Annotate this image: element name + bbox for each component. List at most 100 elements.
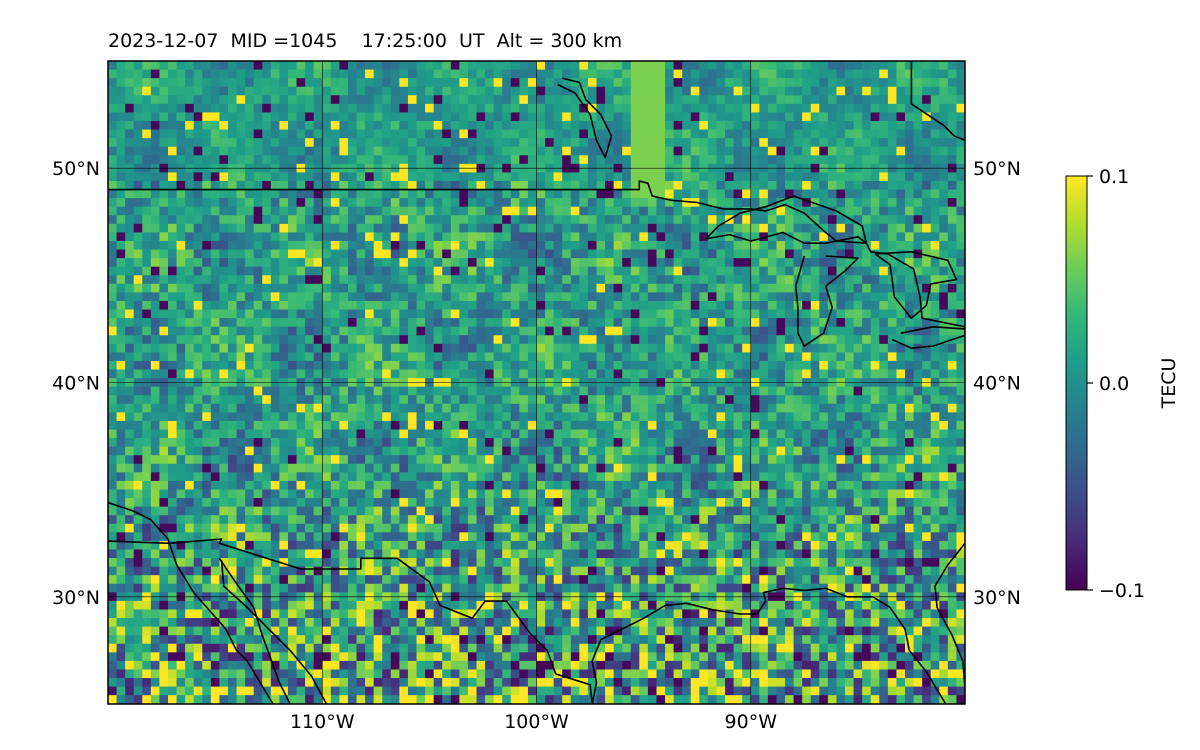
tec-cell xyxy=(519,369,529,379)
tec-cell xyxy=(630,429,640,439)
tec-cell xyxy=(450,198,460,208)
tec-cell xyxy=(716,318,726,328)
tec-cell xyxy=(227,309,238,319)
tec-cell xyxy=(416,266,426,276)
tec-cell xyxy=(322,352,332,362)
tec-cell xyxy=(519,95,529,105)
tec-cell xyxy=(493,420,503,431)
tec-cell xyxy=(125,360,135,371)
tec-cell xyxy=(202,258,212,268)
tec-cell xyxy=(647,223,658,233)
tec-cell xyxy=(922,232,932,242)
tec-cell xyxy=(845,198,855,208)
tec-cell xyxy=(322,472,332,482)
tec-cell xyxy=(545,352,555,362)
tec-cell xyxy=(202,343,212,353)
tec-cell xyxy=(399,240,409,251)
tec-cell xyxy=(545,429,555,439)
tec-cell xyxy=(673,472,683,482)
tec-cell xyxy=(433,326,443,336)
tec-cell xyxy=(493,146,503,156)
tec-cell xyxy=(425,369,435,379)
tec-cell xyxy=(296,198,306,208)
tec-cell xyxy=(956,420,965,431)
tec-cell xyxy=(570,275,580,285)
tec-cell xyxy=(116,172,126,182)
tec-cell xyxy=(896,352,906,362)
tec-cell xyxy=(356,266,366,276)
tec-cell xyxy=(819,403,829,413)
tec-cell xyxy=(673,412,683,422)
tec-cell xyxy=(587,403,598,413)
tec-cell xyxy=(287,455,298,465)
tec-cell xyxy=(270,403,280,413)
tec-cell xyxy=(159,309,169,319)
tec-cell xyxy=(467,446,478,456)
tec-cell xyxy=(373,155,383,165)
tec-cell xyxy=(407,138,418,148)
tec-cell xyxy=(167,283,178,293)
tec-cell xyxy=(390,120,400,131)
tec-cell xyxy=(502,335,512,345)
tec-cell xyxy=(913,429,923,439)
tec-cell xyxy=(579,95,589,105)
tec-cell xyxy=(647,446,658,456)
tec-cell xyxy=(862,420,872,431)
tec-cell xyxy=(947,309,958,319)
tec-cell xyxy=(905,300,915,311)
tec-cell xyxy=(579,292,589,302)
tec-cell xyxy=(116,215,126,225)
tec-cell xyxy=(416,61,426,71)
tec-cell xyxy=(785,420,795,431)
tec-cell xyxy=(373,429,383,439)
tec-cell xyxy=(905,352,915,362)
tec-cell xyxy=(682,258,692,268)
tec-cell xyxy=(862,292,872,302)
tec-cell xyxy=(382,249,392,259)
tec-cell xyxy=(819,240,829,251)
tec-cell xyxy=(785,172,795,182)
tec-cell xyxy=(150,386,161,396)
tec-cell xyxy=(296,455,306,465)
tec-cell xyxy=(296,472,306,482)
tec-cell xyxy=(742,438,752,448)
tec-cell xyxy=(725,69,735,79)
tec-cell xyxy=(202,86,212,96)
tec-cell xyxy=(287,472,298,482)
tec-cell xyxy=(545,206,555,216)
tec-cell xyxy=(236,318,246,328)
tec-cell xyxy=(356,103,366,114)
tec-cell xyxy=(185,206,195,216)
tec-cell xyxy=(270,326,280,336)
tec-cell xyxy=(879,326,889,336)
tec-cell xyxy=(750,463,760,473)
tec-cell xyxy=(493,155,503,165)
tec-cell xyxy=(570,103,580,114)
tec-cell xyxy=(185,103,195,114)
tec-cell xyxy=(382,103,392,114)
tec-cell xyxy=(270,120,280,131)
tec-cell xyxy=(193,395,203,405)
tec-cell xyxy=(193,172,203,182)
tec-cell xyxy=(836,386,846,396)
tec-cell xyxy=(947,326,958,336)
tec-cell xyxy=(236,223,246,233)
tec-cell xyxy=(647,326,658,336)
tec-cell xyxy=(570,78,580,88)
tec-cell xyxy=(819,155,829,165)
tec-cell xyxy=(142,318,152,328)
tec-cell xyxy=(399,420,409,431)
tec-cell xyxy=(579,129,589,139)
tec-cell xyxy=(759,120,769,131)
tec-cell xyxy=(630,352,640,362)
tec-cell xyxy=(313,335,323,345)
tec-cell xyxy=(202,326,212,336)
tec-cell xyxy=(442,172,452,182)
tec-cell xyxy=(219,292,229,302)
tec-cell xyxy=(116,472,126,482)
tec-cell xyxy=(750,300,760,311)
tec-cell xyxy=(562,283,572,293)
tec-cell xyxy=(142,266,152,276)
tec-cell xyxy=(185,343,195,353)
tec-cell xyxy=(853,318,863,328)
